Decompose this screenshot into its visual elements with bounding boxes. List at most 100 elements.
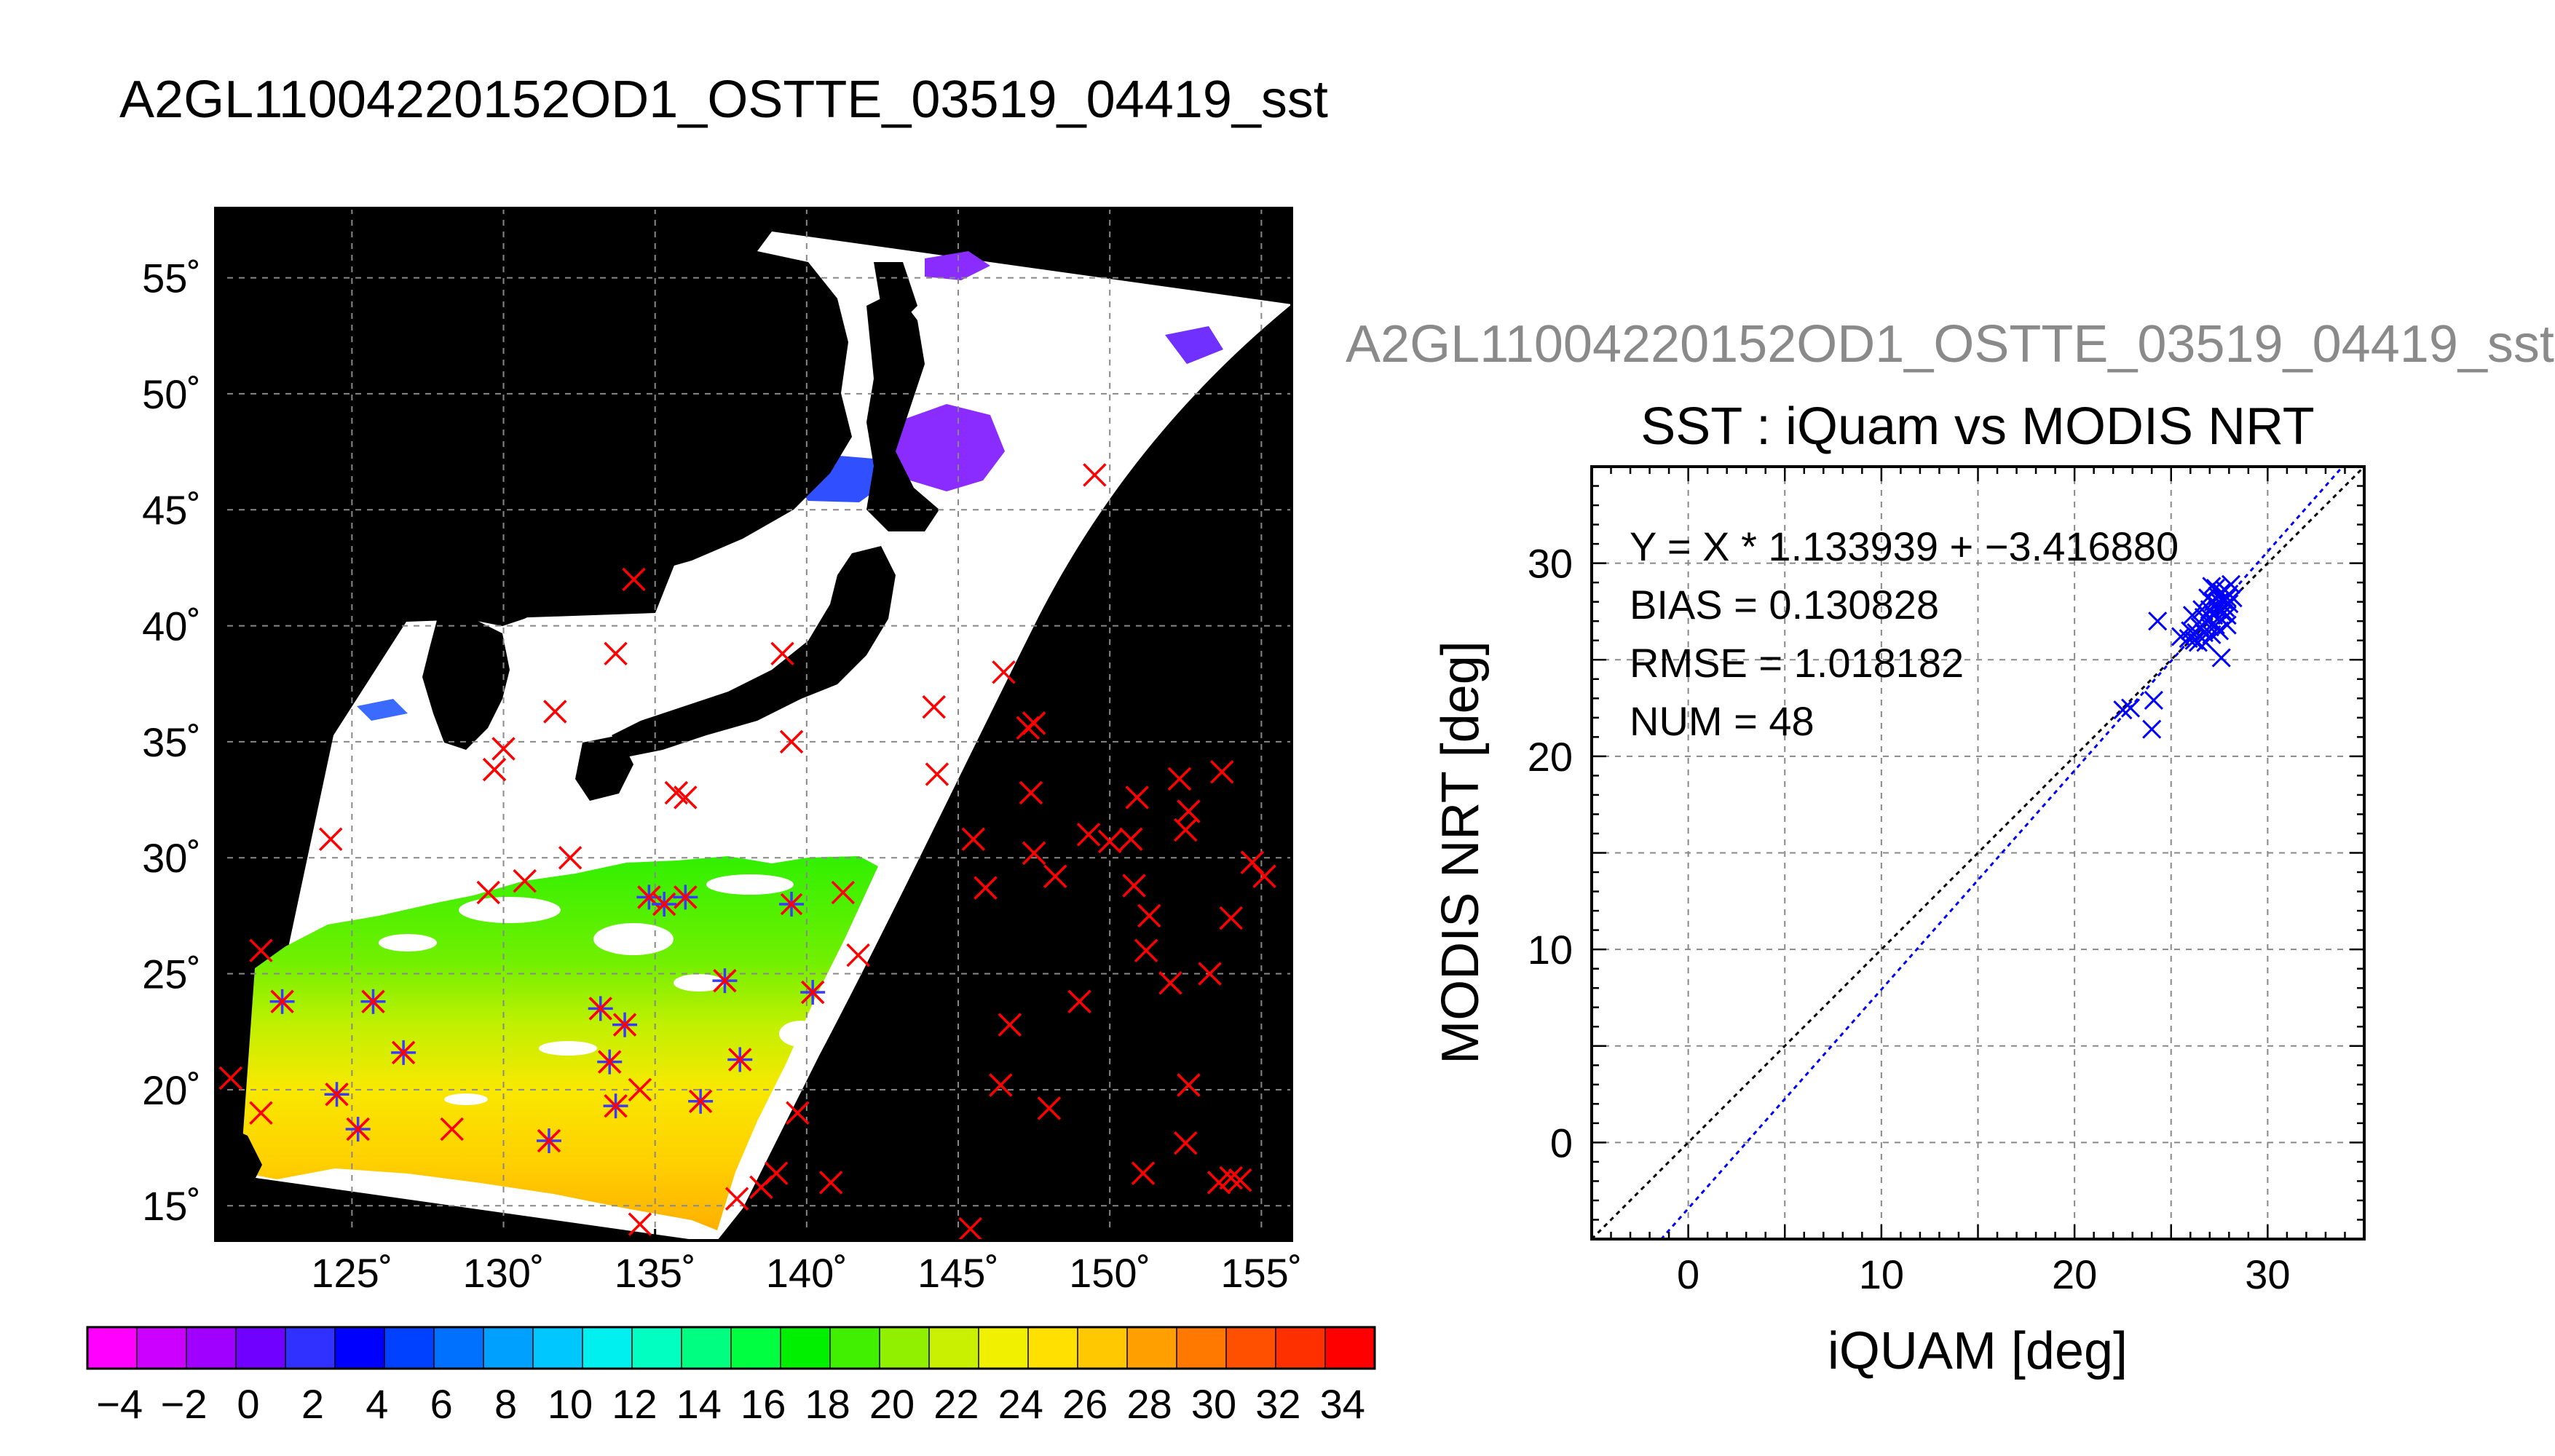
colorbar-tick-label: 18	[805, 1381, 850, 1427]
scatter-xlabel: iQUAM [deg]	[1828, 1322, 2128, 1380]
map-frame	[214, 207, 1293, 1242]
iquam-marker	[998, 1013, 1022, 1037]
sst-map: 125˚ 130˚ 135˚ 140˚ 145˚ 150˚ 155˚ 55˚ 50˚ 45˚ 40˚…	[142, 207, 1302, 1296]
matchup-marker	[345, 1117, 371, 1142]
scatter-point	[2142, 719, 2162, 739]
matchup-marker	[391, 1040, 416, 1065]
iquam-marker	[1076, 823, 1101, 847]
iquam-marker	[989, 1073, 1013, 1097]
iquam-marker	[1022, 711, 1046, 735]
colorbar-tick-label: −4	[96, 1381, 143, 1427]
colorbar-swatch	[433, 1326, 485, 1369]
map-lat-tick-label: 40˚	[142, 604, 201, 649]
matchup-marker	[688, 1088, 714, 1114]
colorbar-tick-label: 14	[676, 1381, 722, 1427]
scatter-x-tick-label: 20	[2052, 1251, 2097, 1297]
matchup-marker	[324, 1082, 350, 1107]
colorbar-swatch	[582, 1326, 633, 1369]
land-masses	[216, 251, 939, 1194]
colorbar-swatch	[1176, 1326, 1228, 1369]
matchup-marker	[603, 1093, 628, 1119]
scatter-point	[2113, 700, 2133, 720]
map-lat-tick-label: 30˚	[142, 835, 201, 881]
colorbar-swatch	[1324, 1326, 1376, 1369]
scatter-x-tick-label: 0	[1677, 1251, 1699, 1297]
map-lat-tick-label: 45˚	[142, 487, 201, 533]
colorbar-swatch	[780, 1326, 832, 1369]
page-title: A2GL11004220152OD1_OSTTE_03519_04419_sst	[119, 71, 1328, 129]
map-lon-tick-label: 135˚	[615, 1250, 696, 1296]
iquam-marker	[1137, 903, 1161, 928]
colorbar-swatch	[334, 1326, 386, 1369]
land-japan-kyushu	[575, 735, 633, 801]
colorbar-swatch	[235, 1326, 287, 1369]
iquam-marker	[922, 695, 946, 719]
map-lat-tick-label: 20˚	[142, 1067, 201, 1113]
colorbar-swatch	[829, 1326, 881, 1369]
iquam-marker	[604, 641, 628, 666]
map-lon-tick-label: 150˚	[1069, 1250, 1150, 1296]
matchup-marker	[536, 1128, 561, 1153]
iquam-marker	[628, 1212, 652, 1236]
colorbar-swatch	[1225, 1326, 1277, 1369]
land-japan-honshu	[612, 546, 896, 757]
matchup-marker	[588, 996, 613, 1021]
iquam-marker	[1174, 1131, 1198, 1155]
scatter-point	[2217, 588, 2237, 608]
iquam-marker	[543, 700, 567, 724]
colorbar-tick-label: −2	[161, 1381, 208, 1427]
scatter-outer-title: A2GL11004220152OD1_OSTTE_03519_04419_sst	[1346, 315, 2554, 373]
scatter-point	[2171, 627, 2191, 646]
iquam-marker	[476, 880, 500, 905]
map-lon-tick-label: 130˚	[462, 1250, 544, 1296]
scatter-title: SST : iQuam vs MODIS NRT	[1640, 397, 2315, 456]
colorbar-swatch	[87, 1326, 138, 1369]
matchup-marker	[800, 980, 826, 1005]
iquam-marker	[818, 1171, 843, 1195]
map-lon-tick-label: 140˚	[766, 1250, 848, 1296]
land-sakhalin	[874, 262, 917, 320]
colorbar-swatch	[136, 1326, 188, 1369]
colorbar-swatch	[879, 1326, 931, 1369]
colorbar-swatch	[978, 1326, 1030, 1369]
matchup-marker	[727, 1047, 753, 1072]
iquam-marker	[961, 827, 986, 851]
map-lat-tick-label: 25˚	[142, 951, 201, 997]
colorbar-swatch	[384, 1326, 435, 1369]
matchup-marker	[612, 1012, 638, 1037]
sst-cold-patch-north	[925, 251, 990, 280]
scatter-gridlines	[1592, 467, 2364, 1239]
scatter-point	[2192, 600, 2212, 620]
iquam-marker	[1167, 767, 1192, 791]
scatter-x-tick-label: 10	[1859, 1251, 1904, 1297]
matchup-marker	[269, 989, 295, 1014]
iquam-marker	[1019, 780, 1043, 805]
map-lon-tick-label: 145˚	[917, 1250, 999, 1296]
colorbar-tick-label: 4	[366, 1381, 388, 1427]
map-lat-tick-label: 50˚	[142, 371, 201, 417]
colorbar-tick-label: 2	[301, 1381, 324, 1427]
colorbar-tick-label: 32	[1255, 1381, 1300, 1427]
scatter-y-tick-label: 10	[1528, 927, 1573, 973]
iquam-marker	[249, 938, 273, 962]
iquam-marker	[724, 1187, 749, 1211]
iquam-marker	[628, 1077, 652, 1102]
colorbar-swatch	[1275, 1326, 1327, 1369]
iquam-marker	[1083, 463, 1107, 487]
iquam-marker	[440, 1117, 464, 1142]
colorbar-tick-label: 10	[548, 1381, 593, 1427]
colorbar-tick-label: 0	[237, 1381, 259, 1427]
iquam-marker	[1043, 864, 1067, 888]
iquam-marker	[1198, 962, 1222, 986]
colorbar-tick-label: 28	[1126, 1381, 1172, 1427]
sst-cold-patch-east	[1165, 326, 1223, 364]
iquam-marker	[482, 757, 507, 782]
colorbar-swatch	[681, 1326, 732, 1369]
scatter-stat-line: Y = X * 1.133939 + −3.416880	[1630, 523, 2179, 569]
scatter-point	[2223, 588, 2243, 608]
matchup-marker	[652, 891, 677, 917]
colorbar-swatch	[1077, 1326, 1129, 1369]
colorbar-swatch	[186, 1326, 237, 1369]
iquam-marker	[318, 827, 343, 851]
